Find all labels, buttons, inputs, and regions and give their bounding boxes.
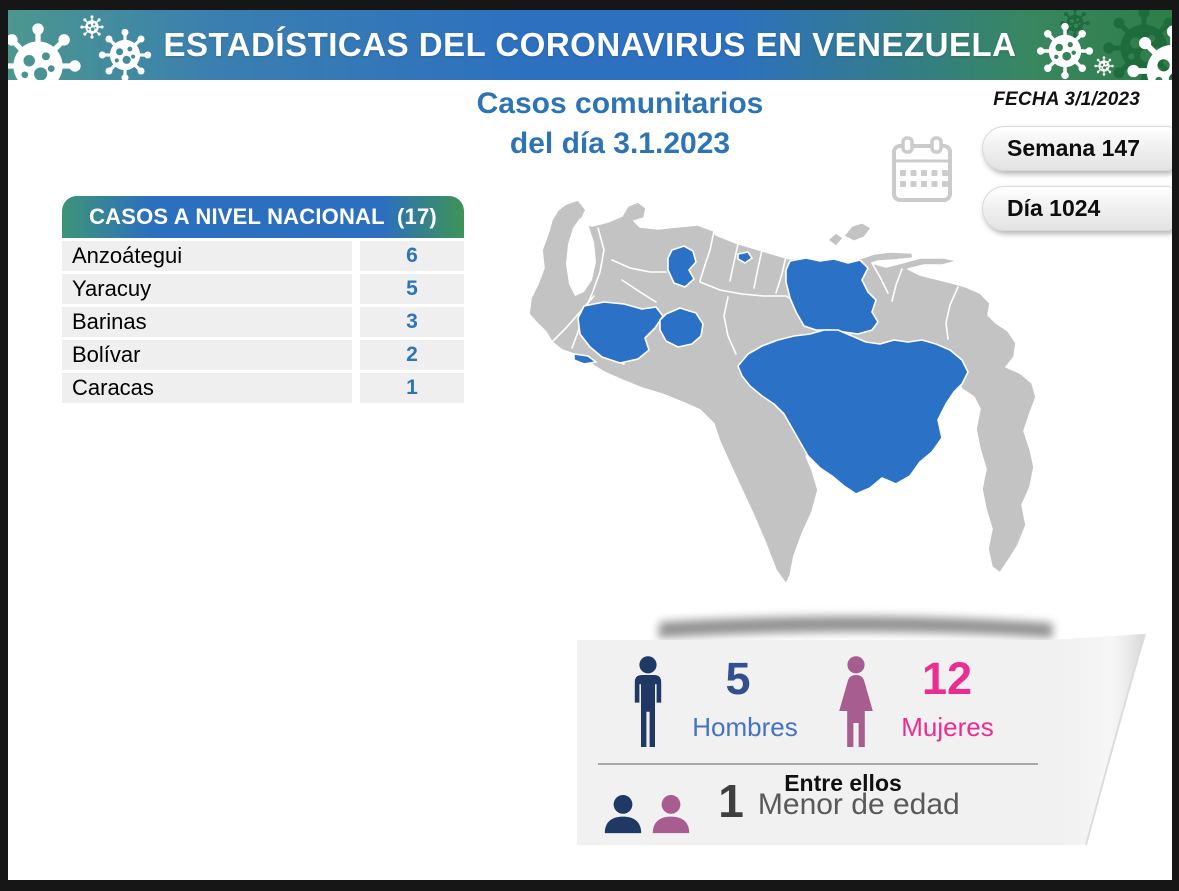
map-state-barinas-sliver (573, 353, 597, 365)
week-counter-text: Semana 147 (1007, 135, 1140, 161)
calendar-icon (892, 136, 952, 202)
table-row: Bolívar 2 (62, 340, 464, 370)
map-islands (827, 222, 872, 247)
state-cases: 6 (360, 241, 464, 271)
men-count: 5 (725, 653, 751, 704)
date-label: FECHA 3/1/2023 (993, 89, 1140, 110)
state-cases: 5 (360, 274, 464, 304)
state-name: Bolívar (62, 340, 352, 370)
subtitle: Casos comunitarios del día 3.1.2023 (370, 84, 870, 164)
map-state-barinas-east (659, 307, 704, 348)
state-name: Anzoátegui (62, 241, 352, 271)
table-row: Yaracuy 5 (62, 274, 464, 304)
state-name: Caracas (62, 373, 352, 403)
table-rows: Anzoátegui 6 Yaracuy 5 Barinas 3 Bolívar… (62, 241, 464, 403)
header-banner: ESTADÍSTICAS DEL CORONAVIRUS EN VENEZUEL… (8, 10, 1172, 80)
table-title: CASOS A NIVEL NACIONAL (17) (62, 196, 464, 238)
state-cases: 3 (360, 307, 464, 337)
women-count: 12 (921, 653, 973, 704)
table-row: Barinas 3 (62, 307, 464, 337)
panel-curl-edge (1085, 633, 1146, 846)
state-cases: 1 (360, 373, 464, 403)
map-state-barinas (577, 301, 664, 364)
man-icon (622, 655, 674, 751)
day-counter-text: Día 1024 (1007, 195, 1101, 221)
minors-intro: Entre ellos (784, 770, 902, 796)
map-highlighted-states (573, 245, 969, 495)
map-state-caracas (737, 251, 753, 264)
map-state-anzoategui (785, 257, 879, 335)
man-bust-icon (600, 784, 646, 844)
panel-divider (598, 763, 1038, 765)
page-title: ESTADÍSTICAS DEL CORONAVIRUS EN VENEZUEL… (163, 26, 1017, 63)
table-row: Caracas 1 (62, 373, 464, 403)
map-state-yaracuy (667, 245, 697, 288)
infographic-slide: ESTADÍSTICAS DEL CORONAVIRUS EN VENEZUEL… (8, 10, 1172, 880)
week-counter-badge: Semana 147 (982, 126, 1172, 171)
minors-label: Menor de edad (757, 788, 960, 821)
map-lake-maracaibo (566, 218, 596, 296)
state-cases: 2 (360, 340, 464, 370)
day-counter-badge: Día 1024 (982, 186, 1172, 231)
table-row: Anzoátegui 6 (62, 241, 464, 271)
minors-count: 1 (718, 775, 744, 827)
women-label: Mujeres (901, 712, 994, 742)
subtitle-line1: Casos comunitarios (476, 87, 764, 120)
woman-icon (828, 655, 884, 751)
panel-top-shadow (658, 616, 1053, 638)
men-label: Hombres (692, 712, 798, 742)
minors-row: 1 Menor de edad (674, 778, 1004, 824)
subtitle-line2: del día 3.1.2023 (509, 127, 731, 160)
state-name: Yaracuy (62, 274, 352, 304)
national-cases-table: CASOS A NIVEL NACIONAL (17) Anzoátegui 6… (62, 196, 464, 406)
panel-page-curl (1048, 634, 1145, 845)
state-name: Barinas (62, 307, 352, 337)
venezuela-map (528, 199, 1037, 585)
map-state-bolivar (737, 329, 969, 495)
